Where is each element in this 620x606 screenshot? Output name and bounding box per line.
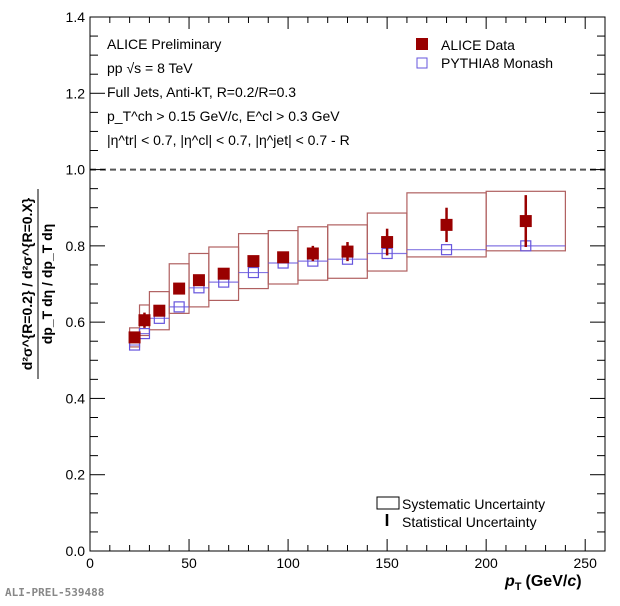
annotation-eta: |η^tr| < 0.7, |η^cl| < 0.7, |η^jet| < 0.… <box>107 132 350 148</box>
alice-point <box>341 245 354 258</box>
annotation-cuts: p_T^ch > 0.15 GeV/c, E^cl > 0.3 GeV <box>107 108 340 124</box>
x-tick-label: 100 <box>276 555 300 571</box>
y-axis-title: d²σ^{R=0.2} / d²σ^{R=0.X} dp_T dη / dp_T… <box>19 189 55 379</box>
alice-point <box>153 304 166 317</box>
y-tick-label: 1.4 <box>66 9 86 25</box>
alice-point <box>247 255 260 268</box>
pythia-point <box>440 244 453 256</box>
pythia-point <box>138 327 151 340</box>
x-tick-label: 250 <box>574 555 598 571</box>
legend-top: ALICE Data PYTHIA8 Monash <box>416 37 553 71</box>
svg-text:d²σ^{R=0.2} / d²σ^{R=0.X}: d²σ^{R=0.2} / d²σ^{R=0.X} <box>19 197 35 370</box>
legend-label-stat: Statistical Uncertainty <box>402 514 537 530</box>
alice-point <box>306 247 319 260</box>
annotations: ALICE Preliminary pp √s = 8 TeV Full Jet… <box>107 36 350 148</box>
alice-point <box>217 267 230 280</box>
svg-text:pT(GeV/c): pT (GeV/c) <box>504 573 582 593</box>
alice-point <box>173 282 186 295</box>
pythia-point <box>247 266 260 279</box>
legend-marker-alice <box>416 38 428 50</box>
legend-bottom: Systematic Uncertainty Statistical Uncer… <box>376 496 545 530</box>
y-tick-label: 0.0 <box>66 543 86 559</box>
y-tick-label: 0.4 <box>66 390 86 406</box>
annotation-jets: Full Jets, Anti-kT, R=0.2/R=0.3 <box>107 84 296 100</box>
y-tick-label: 1.0 <box>66 162 86 178</box>
alice-point <box>440 218 453 231</box>
alice-point <box>138 314 151 327</box>
alice-point <box>277 251 290 264</box>
x-tick-label: 0 <box>86 555 94 571</box>
y-tick-label: 0.8 <box>66 238 86 254</box>
alice-point <box>381 236 394 249</box>
legend-marker-pythia <box>416 57 428 69</box>
legend-label-alice: ALICE Data <box>441 37 515 53</box>
x-tick-label: 200 <box>474 555 498 571</box>
x-tick-label: 50 <box>181 555 197 571</box>
legend-label-pythia: PYTHIA8 Monash <box>441 55 553 71</box>
svg-text:dp_T dη / dp_T dη: dp_T dη / dp_T dη <box>39 224 55 345</box>
legend-label-sys: Systematic Uncertainty <box>402 496 545 512</box>
footer-id: ALI-PREL-539488 <box>5 586 104 599</box>
y-tick-label: 0.2 <box>66 467 86 483</box>
legend-marker-sys <box>376 496 400 510</box>
y-tick-label: 1.2 <box>66 85 86 101</box>
alice-point <box>519 215 532 228</box>
annotation-energy: pp √s = 8 TeV <box>107 60 193 76</box>
alice-point <box>192 274 205 287</box>
x-axis-title: pT (GeV/c) <box>504 573 582 593</box>
alice-point <box>128 331 141 344</box>
y-tick-label: 0.6 <box>66 314 86 330</box>
annotation-alice: ALICE Preliminary <box>107 36 221 52</box>
x-tick-label: 150 <box>375 555 399 571</box>
pythia-point <box>173 301 185 313</box>
